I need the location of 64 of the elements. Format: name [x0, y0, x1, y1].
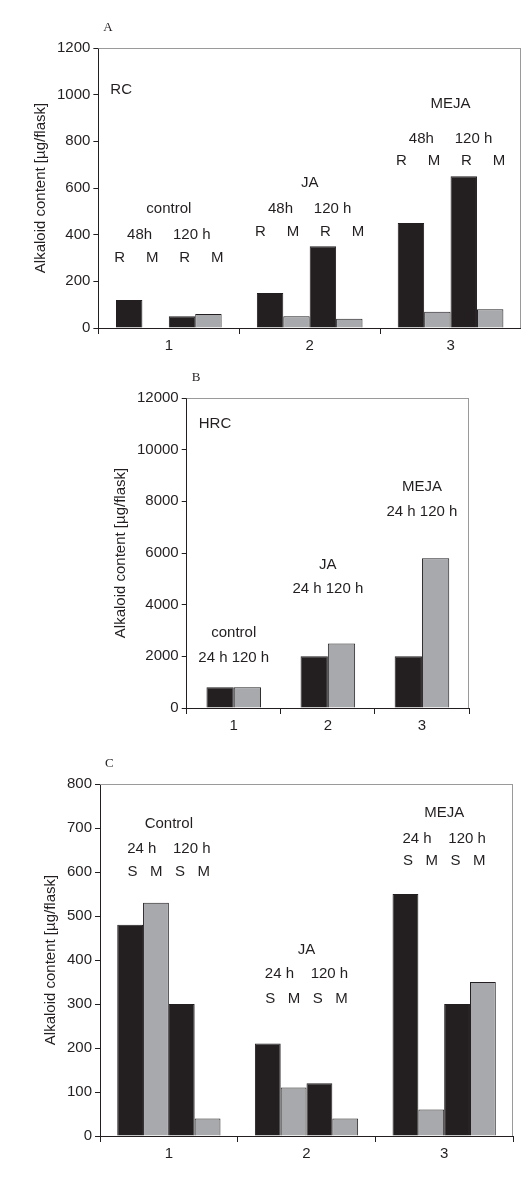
annotation: MEJA	[424, 803, 465, 821]
x-tick-label: 2	[323, 716, 333, 734]
y-tick-label: 0	[82, 318, 91, 336]
chart-title: C	[105, 754, 114, 770]
annotation: JA	[300, 173, 319, 191]
annotation: 48h 120 h	[127, 224, 211, 242]
y-tick-label: 12000	[136, 388, 179, 406]
y-tick-label: 0	[83, 1126, 93, 1144]
y-axis-title: Alkaloid content [µg/flask]	[31, 102, 49, 274]
y-tick-label: 200	[65, 271, 91, 289]
x-tick-label: 3	[417, 716, 427, 734]
y-tick-label: 0	[170, 698, 179, 716]
annotation: R M R M	[395, 151, 506, 169]
annotation: R M R M	[114, 248, 224, 266]
y-axis-title: Alkaloid content [µg/flask]	[41, 874, 59, 1046]
y-axis-title: Alkaloid content [µg/flask]	[111, 467, 129, 639]
chart-title: A	[103, 18, 114, 34]
y-tick-label: 500	[67, 906, 93, 924]
annotation: MEJA	[401, 477, 442, 495]
annotation: JA	[319, 554, 337, 572]
chart-title: B	[191, 368, 201, 384]
annotation: 24 h 120 h	[264, 964, 349, 982]
y-tick-label: 600	[65, 178, 91, 196]
x-tick-label: 1	[164, 1144, 174, 1162]
annotation: RC	[110, 80, 133, 98]
annotation: control	[211, 623, 257, 641]
annotation: S M S M	[265, 988, 348, 1006]
y-tick-label: 2000	[145, 646, 179, 664]
annotation: 24 h 120 h	[402, 828, 486, 846]
y-tick-label: 600	[67, 862, 93, 880]
annotation: control	[146, 199, 192, 217]
y-tick-label: 400	[65, 224, 91, 242]
y-tick-label: 6000	[145, 543, 179, 561]
y-tick-label: 700	[67, 818, 93, 836]
y-tick-label: 200	[67, 1038, 93, 1056]
annotation: S M S M	[402, 851, 486, 869]
annotation: 48h 120 h	[267, 199, 352, 217]
y-tick-label: 10000	[136, 439, 179, 457]
annotation: S M S M	[127, 862, 211, 880]
annotation: HRC	[198, 413, 232, 431]
annotation: Control	[144, 813, 194, 831]
y-tick-label: 800	[65, 131, 91, 149]
y-tick-label: 8000	[145, 491, 179, 509]
annotation: JA	[297, 940, 316, 958]
y-tick-label: 800	[67, 774, 93, 792]
annotation: 24 h 120 h	[198, 647, 270, 665]
annotation: MEJA	[430, 94, 471, 112]
annotation: 48h 120 h	[408, 129, 493, 147]
y-tick-label: 300	[67, 994, 93, 1012]
x-tick-label: 1	[164, 336, 173, 354]
y-tick-label: 400	[67, 950, 93, 968]
x-tick-label: 2	[305, 336, 314, 354]
x-tick-label: 2	[302, 1144, 311, 1162]
y-tick-label: 100	[67, 1082, 93, 1100]
x-tick-label: 1	[229, 716, 238, 734]
x-tick-label: 3	[440, 1144, 449, 1162]
annotation: 24 h 120 h	[127, 838, 211, 856]
x-tick-label: 3	[446, 336, 455, 354]
y-tick-label: 4000	[145, 594, 179, 612]
y-tick-label: 1000	[56, 84, 91, 102]
annotation: R M R M	[255, 222, 365, 240]
y-tick-label: 1200	[56, 38, 91, 56]
annotation: 24 h 120 h	[386, 501, 458, 519]
annotation: 24 h 120 h	[292, 579, 364, 597]
